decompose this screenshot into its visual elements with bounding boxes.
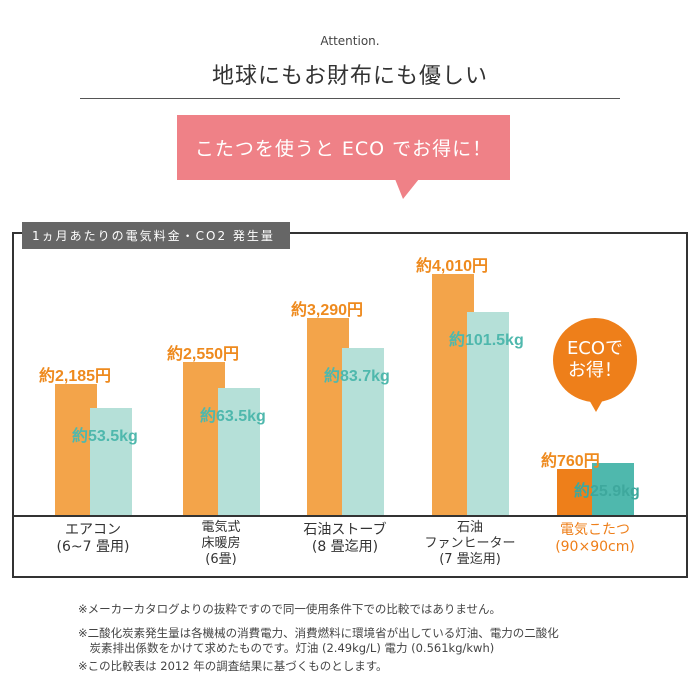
cost-value-label: 約2,550円: [167, 346, 240, 363]
category-label: 石油ストーブ (8 畳迄用): [303, 522, 387, 555]
footnote: ※メーカーカタログよりの抜粋ですので同一使用条件下での比較ではありません。: [78, 602, 502, 616]
footnote: ※二酸化炭素発生量は各機械の消費電力、消費燃料に環境省が出している灯油、電力の二…: [78, 626, 559, 655]
footnote: ※この比較表は 2012 年の調査結果に基づくものとします。: [78, 659, 388, 673]
co2-value-label: 約63.5kg: [200, 408, 266, 425]
cost-value-label: 約3,290円: [291, 301, 364, 319]
eco-callout-tail: [588, 398, 604, 412]
chart-title: 1ヵ月あたりの電気料金・CO2 発生量: [22, 222, 290, 249]
category-label: 電気こたつ (90×90cm): [555, 522, 635, 555]
co2-value-label: 約101.5kg: [449, 332, 524, 349]
co2-bar: [342, 347, 384, 515]
eco-callout: ECOで お得！: [553, 318, 637, 402]
category-label: 石油 ファンヒーター (7 畳迄用): [424, 520, 516, 567]
cost-value-label: 約2,185円: [39, 367, 112, 385]
co2-value-label: 約53.5kg: [72, 428, 138, 445]
co2-value-label: 約83.7kg: [324, 367, 390, 385]
chart-frame: [12, 232, 688, 578]
divider: [80, 98, 620, 99]
category-label: 電気式 床暖房 (6畳): [201, 520, 241, 567]
co2-value-label: 約25.9kg: [574, 483, 640, 501]
cost-value-label: 約760円: [541, 453, 600, 471]
co2-bar: [592, 463, 634, 515]
attention-label: Attention.: [320, 34, 380, 48]
page-title: 地球にもお財布にも優しい: [211, 64, 488, 89]
chart-baseline: [12, 515, 688, 517]
co2-bar: [467, 312, 509, 515]
cost-value-label: 約4,010円: [416, 258, 489, 276]
co2-bar: [90, 408, 132, 515]
banner: こたつを使うと ECO でお得に！: [177, 115, 510, 180]
co2-bar: [218, 388, 260, 515]
banner-tail: [395, 179, 419, 199]
category-label: エアコン (6~7 畳用): [56, 522, 130, 555]
